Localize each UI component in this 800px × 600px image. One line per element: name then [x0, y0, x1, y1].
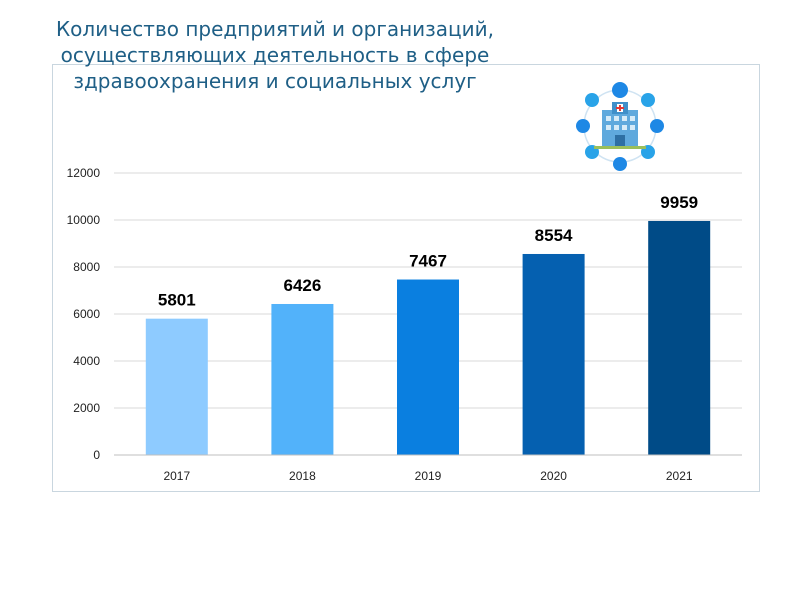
data-label: 9959 [660, 193, 698, 212]
y-tick-label: 10000 [67, 213, 101, 227]
x-tick-label: 2019 [415, 469, 442, 483]
data-label: 7467 [409, 252, 447, 271]
x-tick-label: 2020 [540, 469, 567, 483]
data-label: 8554 [535, 226, 573, 245]
chart-title: Количество предприятий и организаций, ос… [50, 16, 500, 94]
bar [648, 220, 711, 455]
y-tick-label: 8000 [73, 260, 100, 274]
y-tick-label: 2000 [73, 401, 100, 415]
bar [271, 303, 334, 455]
y-tick-label: 12000 [67, 166, 101, 180]
chart-title-line-2: осуществляющих деятельность в сфере [60, 43, 490, 67]
bar [522, 253, 585, 455]
x-tick-label: 2017 [163, 469, 190, 483]
y-tick-label: 0 [93, 448, 100, 462]
bar [145, 318, 208, 455]
y-tick-label: 4000 [73, 354, 100, 368]
y-tick-label: 6000 [73, 307, 100, 321]
x-tick-label: 2021 [666, 469, 693, 483]
x-tick-label: 2018 [289, 469, 316, 483]
bar [397, 279, 459, 455]
chart-title-line-1: Количество предприятий и организаций, [55, 17, 495, 41]
data-label: 6426 [283, 276, 321, 295]
hospital-icon [576, 82, 664, 171]
data-label: 5801 [158, 291, 196, 310]
chart-title-line-3: здравоохранения и социальных услуг [73, 69, 477, 93]
